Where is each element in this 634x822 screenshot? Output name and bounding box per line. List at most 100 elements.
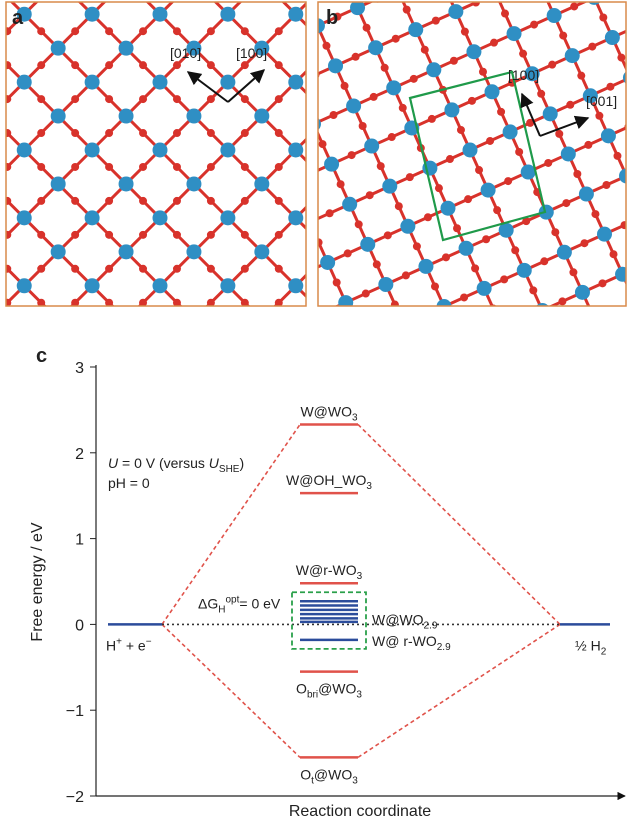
tungsten-atom	[272, 470, 287, 485]
bond	[233, 142, 273, 160]
bond	[440, 405, 458, 445]
tungsten-atom	[254, 176, 269, 191]
bond	[480, 369, 520, 387]
oxygen-atom	[512, 231, 520, 239]
bond	[579, 391, 597, 431]
oxygen-atom	[282, 60, 290, 68]
tungsten-atom	[153, 75, 168, 90]
bond	[58, 489, 92, 523]
tungsten-atom	[220, 278, 235, 293]
oxygen-atom	[275, 163, 283, 171]
oxygen-atom	[207, 27, 215, 35]
text-part: H	[106, 637, 116, 653]
oxygen-atom	[577, 72, 585, 80]
bond	[229, 259, 247, 299]
oxygen-atom	[139, 27, 147, 35]
oxygen-atom	[176, 253, 184, 261]
bond	[284, 361, 324, 379]
oxygen-atom	[332, 544, 340, 552]
oxygen-atom	[235, 9, 243, 17]
oxygen-atom	[264, 20, 272, 28]
bond	[364, 343, 382, 383]
oxygen-atom	[71, 163, 79, 171]
oxygen-atom	[212, 333, 220, 341]
tungsten-atom	[298, 313, 313, 328]
bond	[601, 332, 619, 372]
tungsten-atom	[463, 143, 478, 158]
oxygen-atom	[361, 555, 369, 563]
oxygen-atom	[322, 308, 330, 316]
oxygen-atom	[343, 265, 351, 273]
bond	[502, 310, 542, 328]
tungsten-atom	[51, 380, 66, 395]
oxygen-atom	[394, 468, 402, 476]
oxygen-atom	[493, 206, 501, 214]
bond	[24, 455, 58, 489]
tungsten-atom	[220, 7, 235, 22]
tungsten-atom	[186, 109, 201, 124]
oxygen-atom	[37, 468, 45, 476]
oxygen-atom	[309, 265, 317, 273]
oxygen-atom	[602, 447, 610, 455]
text-part: 2.9	[437, 642, 451, 653]
oxygen-atom	[540, 257, 548, 265]
tungsten-atom	[328, 58, 343, 73]
oxygen-atom	[412, 508, 420, 516]
bond	[630, 60, 634, 78]
oxygen-atom	[71, 468, 79, 476]
oxygen-atom	[343, 0, 351, 1]
bond	[422, 365, 440, 405]
oxygen-atom	[241, 27, 249, 35]
oxygen-atom	[566, 101, 574, 109]
lattice-a	[0, 0, 601, 591]
oxygen-atom	[105, 401, 113, 409]
oxygen-atom	[358, 388, 366, 396]
tungsten-atom	[629, 405, 634, 420]
oxygen-atom	[405, 439, 413, 447]
bond	[194, 354, 228, 388]
tungsten-atom	[418, 259, 433, 274]
oxygen-atom	[482, 235, 490, 243]
oxygen-atom	[3, 129, 11, 137]
bond	[0, 320, 24, 354]
tungsten-atom	[458, 176, 473, 191]
tungsten-atom	[153, 346, 168, 361]
tungsten-atom	[322, 176, 337, 191]
oxygen-atom	[224, 38, 232, 46]
tungsten-atom	[549, 441, 564, 456]
oxygen-atom	[300, 366, 308, 374]
oxygen-atom	[602, 181, 610, 189]
oxygen-atom	[326, 209, 334, 217]
y-tick-label: −1	[66, 703, 84, 720]
oxygen-atom	[139, 434, 147, 442]
oxygen-atom	[450, 57, 458, 65]
bond	[498, 427, 516, 467]
oxygen-atom	[173, 163, 181, 171]
oxygen-atom	[241, 333, 249, 341]
bond	[298, 499, 338, 517]
tungsten-atom	[605, 30, 620, 45]
oxygen-atom	[271, 355, 279, 363]
oxygen-atom	[162, 114, 170, 122]
oxygen-atom	[444, 163, 452, 171]
tungsten-atom	[477, 281, 492, 296]
oxygen-atom	[293, 31, 301, 39]
text-part: @WO	[314, 766, 352, 782]
tungsten-atom	[113, 10, 128, 25]
oxygen-atom	[207, 536, 215, 544]
oxygen-atom	[472, 0, 480, 7]
oxygen-atom	[478, 129, 486, 137]
oxygen-atom	[105, 265, 113, 273]
oxygen-atom	[71, 502, 79, 510]
y-tick-label: 0	[75, 617, 84, 634]
text-part: O	[296, 681, 307, 697]
tungsten-atom	[503, 124, 518, 139]
oxygen-atom	[303, 533, 311, 541]
bond	[194, 320, 228, 354]
oxygen-atom	[377, 0, 385, 1]
oxygen-atom	[530, 21, 538, 29]
oxygen-atom	[532, 454, 540, 462]
bond	[346, 303, 364, 343]
oxygen-atom	[411, 0, 419, 1]
oxygen-atom	[319, 140, 327, 148]
